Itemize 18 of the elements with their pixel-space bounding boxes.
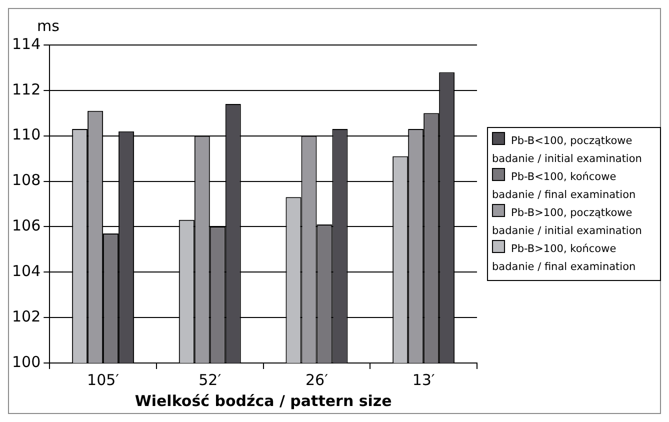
legend-label: Pb-B>100, końcowe badanie / final examination [492,243,636,273]
x-tick-label: 13′ [412,370,436,389]
y-tick-label: 100 [12,352,41,371]
x-axis-title: Wielkość bodźca / pattern size [134,392,392,410]
y-tick-label: 112 [12,80,41,98]
y-tick-label: 110 [12,126,41,144]
legend-label: Pb-B<100, końcowe badanie / final examination [492,171,636,201]
x-tick-label: 52′ [198,370,222,389]
legend-label: Pb-B<100, początkowe badanie / initial examination [492,135,642,165]
y-tick-label: 106 [12,216,41,235]
x-tick-label: 105′ [87,370,120,389]
x-tick-label: 26′ [305,370,329,389]
y-tick-label: 102 [12,307,41,326]
y-axis-title: ms [37,17,60,35]
y-tick-label: 108 [12,171,41,190]
y-tick-label: 114 [12,34,41,53]
y-tick-label: 104 [12,262,41,280]
legend-label: Pb-B>100, początkowe badanie / initial examination [492,207,642,237]
